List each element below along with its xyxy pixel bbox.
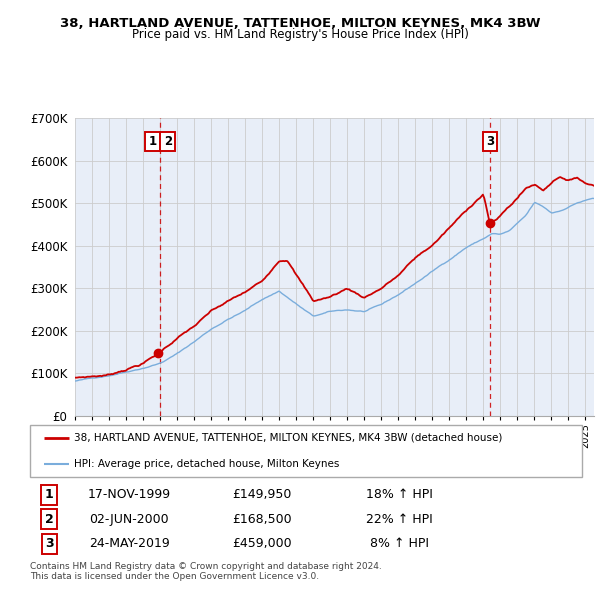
Text: Contains HM Land Registry data © Crown copyright and database right 2024.: Contains HM Land Registry data © Crown c…: [30, 562, 382, 571]
Text: £149,950: £149,950: [232, 488, 292, 501]
Text: 18% ↑ HPI: 18% ↑ HPI: [367, 488, 433, 501]
FancyBboxPatch shape: [30, 425, 582, 477]
Text: 1: 1: [148, 135, 157, 148]
Text: 2: 2: [164, 135, 172, 148]
Text: 22% ↑ HPI: 22% ↑ HPI: [367, 513, 433, 526]
Text: £168,500: £168,500: [232, 513, 292, 526]
Text: 8% ↑ HPI: 8% ↑ HPI: [370, 537, 430, 550]
Text: 24-MAY-2019: 24-MAY-2019: [89, 537, 170, 550]
Text: HPI: Average price, detached house, Milton Keynes: HPI: Average price, detached house, Milt…: [74, 459, 340, 468]
Text: 38, HARTLAND AVENUE, TATTENHOE, MILTON KEYNES, MK4 3BW (detached house): 38, HARTLAND AVENUE, TATTENHOE, MILTON K…: [74, 433, 503, 442]
Text: 3: 3: [486, 135, 494, 148]
Text: 17-NOV-1999: 17-NOV-1999: [88, 488, 171, 501]
Text: £459,000: £459,000: [232, 537, 292, 550]
Text: 2: 2: [45, 513, 53, 526]
Text: This data is licensed under the Open Government Licence v3.0.: This data is licensed under the Open Gov…: [30, 572, 319, 581]
Text: Price paid vs. HM Land Registry's House Price Index (HPI): Price paid vs. HM Land Registry's House …: [131, 28, 469, 41]
Text: 3: 3: [45, 537, 53, 550]
Text: 38, HARTLAND AVENUE, TATTENHOE, MILTON KEYNES, MK4 3BW: 38, HARTLAND AVENUE, TATTENHOE, MILTON K…: [60, 17, 540, 30]
Text: 02-JUN-2000: 02-JUN-2000: [89, 513, 169, 526]
Text: 1: 1: [45, 488, 53, 501]
